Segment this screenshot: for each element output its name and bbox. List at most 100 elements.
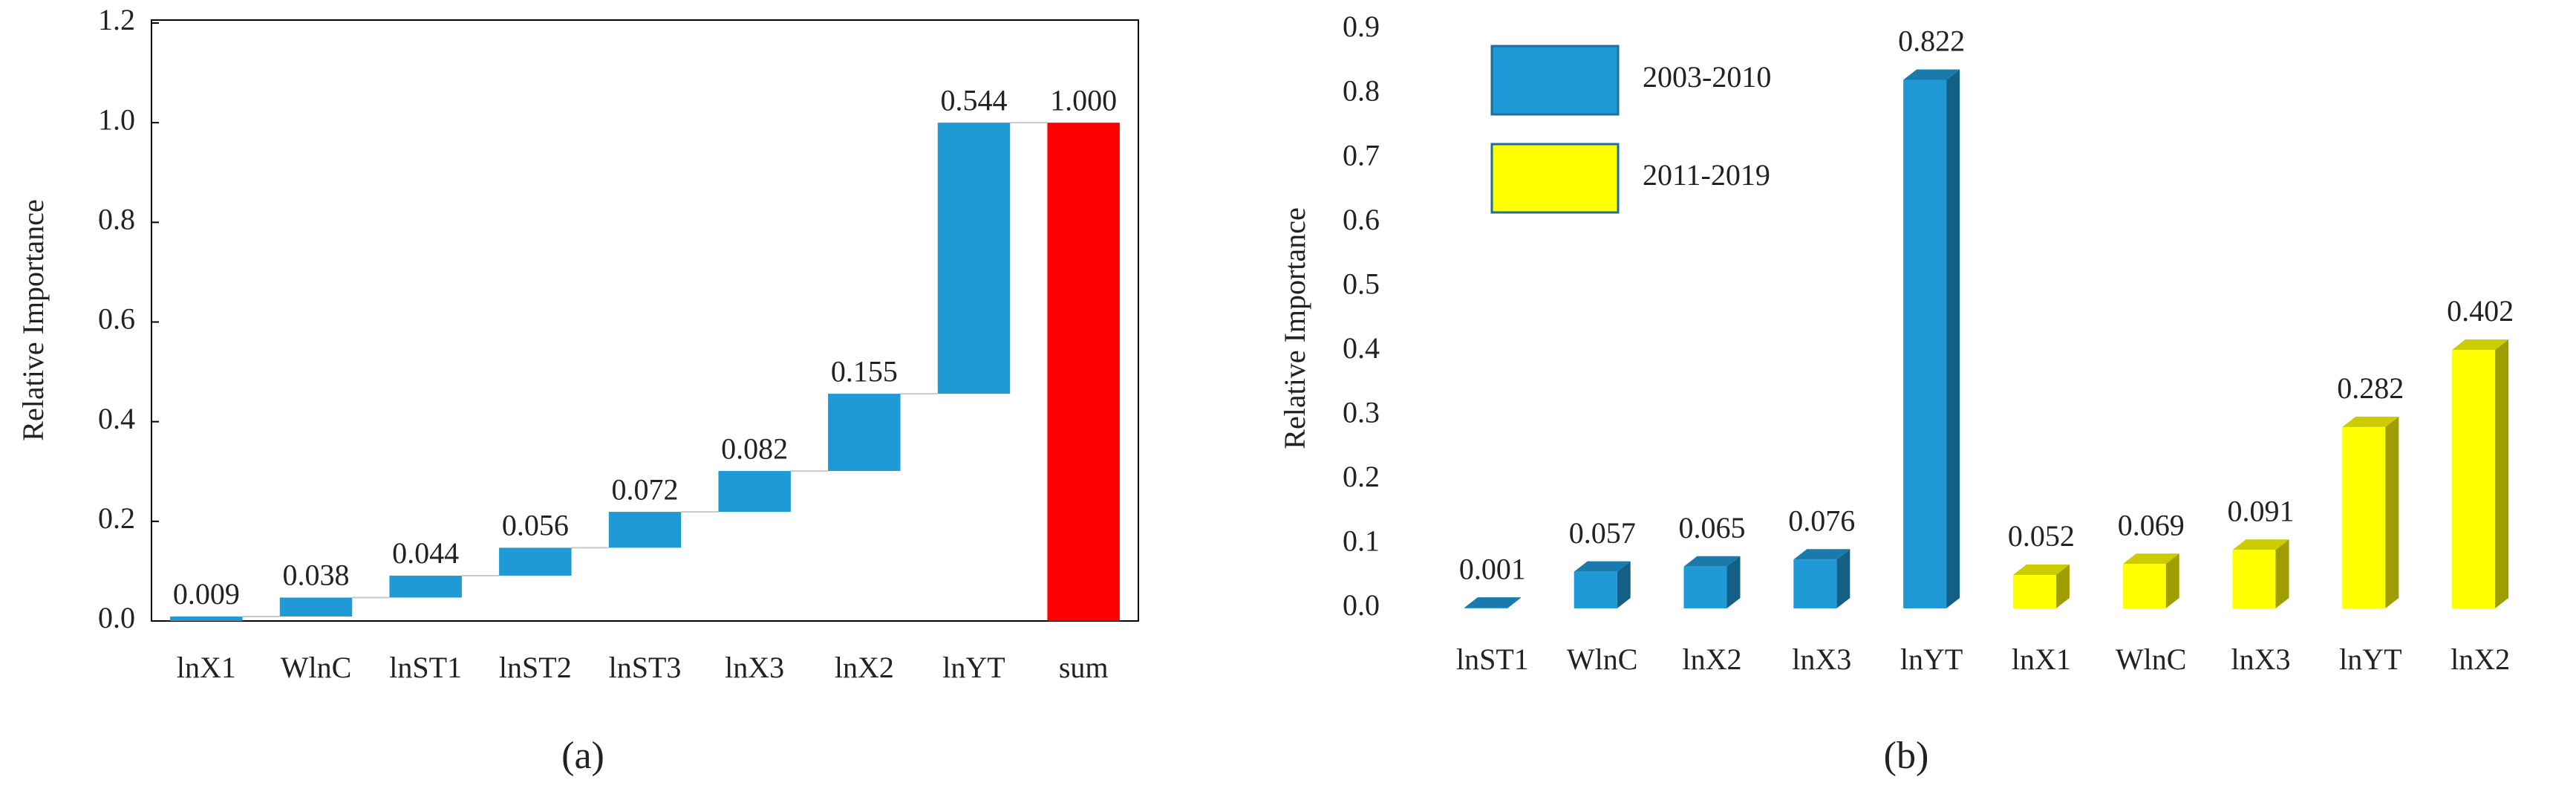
bar: [1793, 559, 1837, 608]
y-tick-label: 0.0: [98, 601, 135, 634]
bar: [499, 547, 572, 576]
bar-top: [2342, 416, 2399, 427]
bar-side: [1946, 69, 1960, 609]
value-label: 0.544: [941, 83, 1008, 117]
bar: [2012, 574, 2056, 608]
bar-side: [2055, 564, 2070, 608]
bar: [170, 616, 243, 621]
legend-swatch: [1490, 45, 1620, 116]
value-label: 0.009: [173, 577, 240, 611]
y-tick-label: 0.4: [1343, 331, 1380, 365]
y-tick-label: 1.0: [98, 103, 135, 136]
value-label: 0.065: [1679, 511, 1746, 544]
x-tick-label: lnX2: [2451, 643, 2510, 676]
bar: [937, 123, 1011, 394]
y-tick-label: 0.7: [1343, 138, 1380, 172]
value-label: 0.082: [721, 432, 788, 465]
bar-side: [1507, 597, 1521, 608]
value-label: 0.056: [502, 509, 569, 542]
x-tick-label: sum: [1059, 651, 1109, 684]
value-label: 1.000: [1050, 83, 1117, 117]
x-tick-label: lnST2: [499, 651, 572, 684]
bar-top: [1903, 69, 1960, 80]
value-label: 0.001: [1459, 552, 1526, 585]
bar-top: [2122, 553, 2179, 565]
x-tick-label: lnX2: [835, 651, 894, 684]
y-tick-label: 0.6: [1343, 203, 1380, 236]
bar: [608, 512, 682, 548]
bar: [1903, 79, 1947, 609]
bar-top: [1574, 561, 1631, 572]
y-axis-label: Relative Importance: [1278, 207, 1311, 449]
value-label: 0.057: [1569, 516, 1636, 550]
bar: [718, 471, 791, 513]
x-tick-label: WlnC: [2116, 643, 2187, 676]
legend-label: 2003-2010: [1643, 60, 1771, 94]
x-tick-label: lnX2: [1683, 643, 1742, 676]
y-axis-label: Relative Importance: [16, 199, 50, 440]
value-label: 0.038: [283, 559, 350, 592]
value-label: 0.402: [2447, 294, 2514, 328]
bar-side: [1617, 561, 1631, 608]
bar: [279, 597, 353, 617]
caption: (a): [561, 735, 604, 777]
value-label: 0.076: [1788, 504, 1855, 537]
value-label: 0.822: [1898, 25, 1965, 58]
legend-swatch: [1490, 143, 1620, 214]
y-tick-label: 1.2: [98, 3, 135, 36]
x-tick-label: lnST3: [609, 651, 682, 684]
y-tick-label: 0.0: [1343, 588, 1380, 622]
bar-top: [1683, 556, 1741, 567]
value-label: 0.044: [392, 536, 459, 570]
bar-side: [2165, 553, 2179, 608]
value-label: 0.052: [2008, 519, 2075, 553]
y-tick-label: 0.2: [1343, 460, 1380, 493]
x-tick-label: lnX3: [1792, 643, 1851, 676]
x-tick-label: lnST1: [1456, 643, 1529, 676]
value-label: 0.072: [612, 472, 679, 506]
bar: [2452, 350, 2496, 608]
x-tick-label: lnST1: [389, 651, 462, 684]
y-tick-label: 0.4: [98, 402, 135, 435]
x-tick-label: lnX3: [2231, 643, 2291, 676]
value-label: 0.091: [2228, 494, 2295, 527]
bar: [1047, 123, 1120, 621]
bar: [1574, 571, 1617, 608]
bar-top: [2012, 564, 2070, 575]
y-tick-label: 0.6: [98, 302, 135, 336]
value-label: 0.155: [831, 354, 898, 388]
bar-side: [1726, 556, 1741, 608]
bar: [2122, 564, 2166, 608]
bar-top: [1464, 597, 1521, 608]
y-tick-label: 0.3: [1343, 396, 1380, 429]
x-tick-label: lnYT: [942, 651, 1005, 684]
caption: (b): [1884, 735, 1929, 777]
bar-side: [2275, 539, 2289, 608]
bar: [2342, 426, 2386, 608]
bar-side: [1836, 549, 1851, 608]
y-tick-label: 0.2: [98, 501, 135, 535]
y-tick-label: 0.1: [1343, 524, 1380, 558]
x-tick-label: lnX1: [2012, 643, 2071, 676]
bar: [2232, 550, 2276, 608]
bar-side: [2495, 339, 2509, 608]
x-tick-label: lnX3: [725, 651, 784, 684]
legend-label: 2011-2019: [1643, 158, 1770, 192]
x-tick-label: lnYT: [1900, 643, 1963, 676]
y-tick-label: 0.8: [1343, 74, 1380, 108]
x-tick-label: lnYT: [2339, 643, 2401, 676]
plot-frame: [151, 19, 1139, 622]
y-tick-label: 0.8: [98, 203, 135, 236]
bar: [828, 394, 901, 472]
value-label: 0.069: [2118, 508, 2185, 542]
y-tick-label: 0.5: [1343, 267, 1380, 300]
bar: [1683, 566, 1727, 608]
bar-side: [2385, 416, 2399, 608]
bar: [389, 575, 462, 598]
x-tick-label: WlnC: [281, 651, 352, 684]
y-tick-label: 0.9: [1343, 10, 1380, 43]
x-tick-label: lnX1: [177, 651, 236, 684]
x-tick-label: WlnC: [1567, 643, 1638, 676]
